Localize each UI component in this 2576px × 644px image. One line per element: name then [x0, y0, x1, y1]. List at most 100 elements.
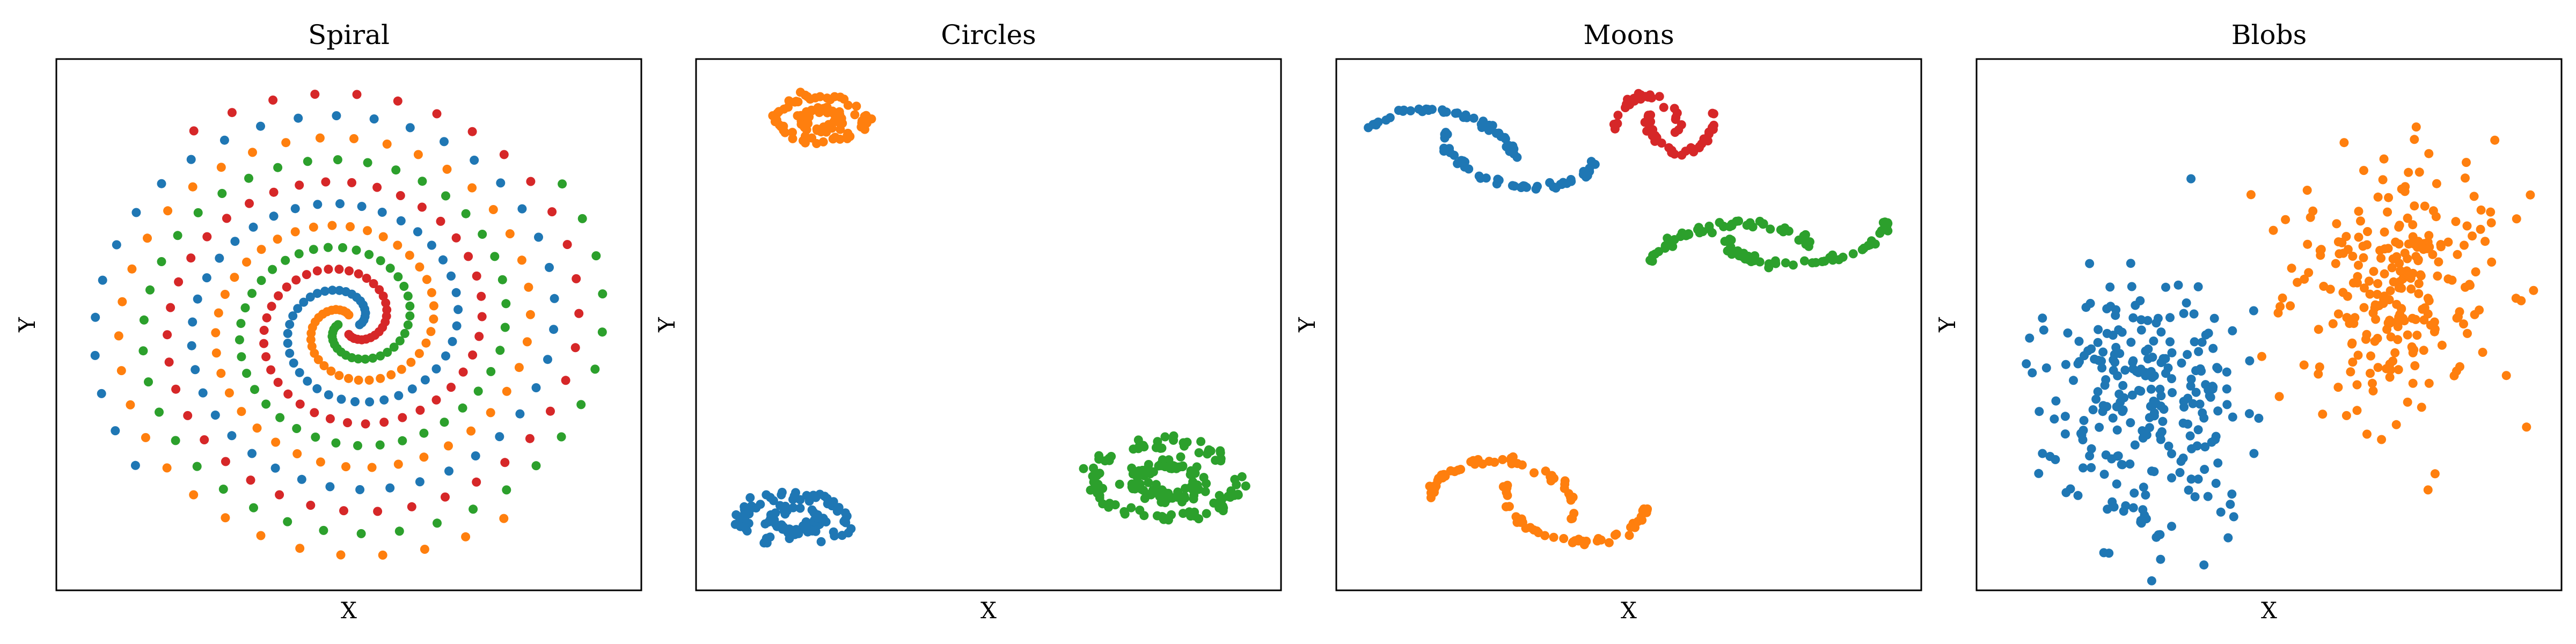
series-3 — [1425, 452, 1652, 550]
data-point — [130, 460, 140, 470]
data-point — [1504, 502, 1514, 511]
data-point — [2093, 387, 2103, 397]
data-point — [780, 501, 790, 511]
data-point — [246, 475, 255, 485]
data-point — [1464, 164, 1474, 174]
data-point — [266, 365, 276, 375]
data-point — [2365, 276, 2374, 286]
data-point — [840, 515, 850, 524]
data-point — [1144, 489, 1154, 499]
data-point — [1498, 455, 1507, 464]
x-axis-label: X — [1621, 597, 1637, 624]
data-point — [393, 272, 403, 282]
panel-title: Blobs — [2231, 19, 2307, 50]
data-point — [405, 251, 414, 260]
data-point — [309, 222, 318, 232]
data-point — [2373, 290, 2382, 299]
data-point — [2302, 186, 2312, 195]
data-point — [2117, 327, 2127, 337]
data-point — [282, 282, 291, 292]
data-point — [281, 255, 290, 265]
data-point — [299, 297, 309, 307]
series-2 — [1079, 431, 1250, 525]
data-point — [1179, 438, 1188, 448]
data-point — [2191, 387, 2201, 397]
data-point — [2403, 397, 2412, 407]
data-point — [2359, 303, 2369, 312]
data-point — [419, 428, 429, 438]
data-point — [562, 240, 572, 250]
data-point — [2430, 469, 2440, 479]
data-point — [2373, 334, 2382, 343]
data-point — [2390, 348, 2400, 357]
data-point — [1560, 476, 1570, 486]
series-1 — [1609, 89, 1718, 160]
data-point — [310, 408, 319, 418]
data-point — [91, 312, 100, 322]
data-point — [256, 531, 266, 540]
data-point — [1613, 111, 1623, 120]
data-point — [808, 526, 817, 536]
data-point — [1192, 462, 1202, 472]
data-point — [311, 433, 320, 442]
data-point — [2204, 328, 2213, 338]
data-point — [2139, 482, 2148, 492]
data-point — [127, 264, 137, 274]
data-point — [2039, 325, 2048, 335]
data-point — [2038, 449, 2047, 458]
data-point — [2157, 357, 2167, 367]
data-point — [163, 330, 172, 340]
data-point — [501, 299, 511, 309]
data-point — [2368, 308, 2378, 318]
data-point — [1203, 449, 1212, 459]
data-point — [2196, 364, 2205, 374]
data-point — [2156, 327, 2166, 337]
data-point — [389, 342, 399, 352]
data-point — [2186, 381, 2196, 391]
data-point — [2097, 356, 2106, 366]
data-point — [2423, 244, 2432, 253]
data-point — [1520, 181, 1529, 191]
data-point — [186, 155, 196, 164]
data-point — [2164, 441, 2174, 451]
data-point — [419, 452, 429, 462]
data-point — [1189, 491, 1199, 500]
data-point — [2400, 187, 2410, 196]
data-point — [216, 163, 226, 172]
data-point — [1650, 249, 1660, 259]
data-point — [517, 255, 526, 265]
data-point — [2346, 367, 2355, 377]
data-point — [792, 97, 801, 106]
data-point — [1089, 477, 1099, 487]
data-point — [1079, 464, 1088, 473]
data-point — [478, 230, 487, 239]
series-1 — [730, 487, 856, 548]
data-point — [2097, 363, 2107, 373]
data-point — [2045, 452, 2055, 461]
data-point — [406, 357, 416, 367]
data-point — [574, 309, 584, 318]
data-point — [112, 240, 121, 250]
data-point — [126, 400, 135, 409]
data-point — [432, 109, 442, 119]
data-point — [324, 265, 333, 274]
data-point — [1882, 222, 1892, 231]
data-point — [2426, 320, 2435, 330]
data-point — [1746, 257, 1756, 266]
data-point — [1484, 126, 1494, 135]
data-point — [2188, 399, 2198, 408]
data-point — [2376, 253, 2386, 263]
data-point — [1788, 260, 1798, 270]
data-point — [333, 155, 342, 165]
data-point — [361, 354, 370, 364]
data-point — [816, 537, 826, 546]
data-point — [2373, 279, 2383, 288]
data-point — [1646, 256, 1656, 266]
data-point — [2316, 245, 2326, 254]
data-point — [1799, 256, 1809, 266]
data-point — [2183, 350, 2192, 360]
data-point — [230, 237, 240, 246]
data-point — [2394, 222, 2404, 232]
data-point — [2110, 357, 2120, 367]
data-point — [2158, 416, 2168, 426]
